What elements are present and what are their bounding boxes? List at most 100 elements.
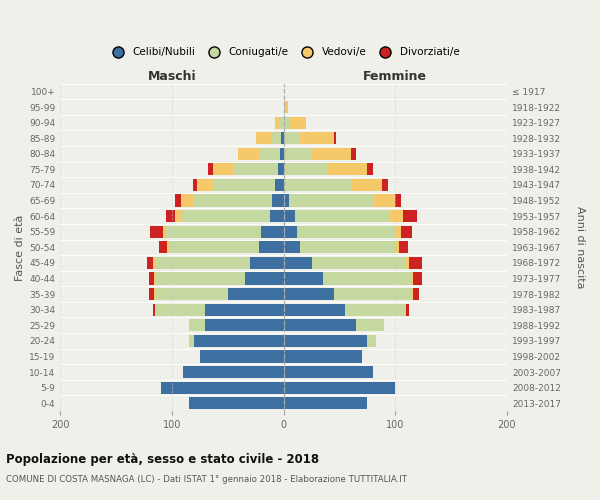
Bar — [194, 335, 284, 347]
Bar — [245, 272, 284, 284]
Bar — [155, 288, 228, 300]
Bar — [284, 319, 356, 332]
Bar — [163, 226, 166, 238]
Bar — [155, 304, 205, 316]
Bar — [284, 382, 395, 394]
Bar — [284, 257, 311, 269]
Bar — [275, 116, 280, 128]
Bar — [280, 116, 284, 128]
Bar — [284, 194, 289, 206]
Bar — [181, 210, 270, 222]
Bar — [284, 397, 367, 409]
Bar — [284, 242, 301, 254]
Bar — [328, 164, 367, 175]
Bar — [284, 288, 334, 300]
Bar — [284, 366, 373, 378]
Bar — [175, 194, 181, 206]
Bar — [413, 288, 419, 300]
Bar — [256, 132, 272, 144]
Bar — [301, 242, 395, 254]
Bar — [284, 101, 286, 113]
Bar — [153, 257, 155, 269]
Text: COMUNE DI COSTA MASNAGA (LC) - Dati ISTAT 1° gennaio 2018 - Elaborazione TUTTITA: COMUNE DI COSTA MASNAGA (LC) - Dati ISTA… — [6, 475, 407, 484]
Bar — [401, 226, 412, 238]
Bar — [154, 288, 155, 300]
Bar — [148, 257, 153, 269]
Bar — [259, 242, 284, 254]
Bar — [213, 179, 275, 191]
Bar — [406, 257, 409, 269]
Bar — [155, 272, 245, 284]
Bar — [194, 194, 272, 206]
Bar — [297, 226, 395, 238]
Bar — [272, 132, 281, 144]
Bar — [373, 194, 395, 206]
Text: Popolazione per età, sesso e stato civile - 2018: Popolazione per età, sesso e stato civil… — [6, 452, 319, 466]
Bar — [390, 210, 403, 222]
Bar — [280, 148, 284, 160]
Bar — [205, 319, 284, 332]
Bar — [284, 164, 328, 175]
Bar — [284, 272, 323, 284]
Bar — [166, 226, 262, 238]
Bar — [238, 148, 260, 160]
Bar — [412, 288, 413, 300]
Bar — [413, 272, 422, 284]
Bar — [161, 382, 284, 394]
Bar — [367, 335, 376, 347]
Bar — [193, 179, 197, 191]
Bar — [284, 226, 297, 238]
Bar — [334, 288, 412, 300]
Bar — [189, 319, 205, 332]
Bar — [311, 148, 350, 160]
Y-axis label: Anni di nascita: Anni di nascita — [575, 206, 585, 288]
Bar — [398, 242, 407, 254]
Bar — [356, 319, 384, 332]
Bar — [275, 179, 284, 191]
Bar — [301, 132, 334, 144]
Bar — [181, 194, 194, 206]
Bar — [213, 164, 233, 175]
Bar — [197, 179, 213, 191]
Bar — [250, 257, 284, 269]
Bar — [284, 116, 289, 128]
Bar — [284, 350, 362, 362]
Text: Maschi: Maschi — [148, 70, 196, 83]
Bar — [149, 226, 163, 238]
Bar — [345, 304, 406, 316]
Bar — [284, 210, 295, 222]
Text: Femmine: Femmine — [364, 70, 427, 83]
Bar — [260, 148, 280, 160]
Y-axis label: Fasce di età: Fasce di età — [15, 214, 25, 280]
Bar — [189, 335, 194, 347]
Bar — [409, 257, 422, 269]
Bar — [395, 242, 398, 254]
Bar — [272, 194, 284, 206]
Bar — [334, 132, 336, 144]
Bar — [149, 272, 154, 284]
Bar — [284, 179, 350, 191]
Bar — [350, 179, 382, 191]
Bar — [406, 304, 409, 316]
Bar — [149, 288, 154, 300]
Bar — [350, 148, 356, 160]
Bar — [200, 350, 284, 362]
Bar — [286, 101, 288, 113]
Bar — [233, 164, 278, 175]
Bar — [289, 116, 306, 128]
Bar — [311, 257, 406, 269]
Bar — [158, 242, 167, 254]
Bar — [189, 397, 284, 409]
Bar — [278, 164, 284, 175]
Bar — [367, 164, 373, 175]
Bar — [382, 179, 388, 191]
Bar — [153, 304, 155, 316]
Bar — [155, 257, 250, 269]
Bar — [395, 194, 401, 206]
Bar — [154, 272, 155, 284]
Bar — [284, 335, 367, 347]
Bar — [281, 132, 284, 144]
Bar — [295, 210, 390, 222]
Legend: Celibi/Nubili, Coniugati/e, Vedovi/e, Divorziati/e: Celibi/Nubili, Coniugati/e, Vedovi/e, Di… — [103, 43, 464, 62]
Bar — [170, 242, 259, 254]
